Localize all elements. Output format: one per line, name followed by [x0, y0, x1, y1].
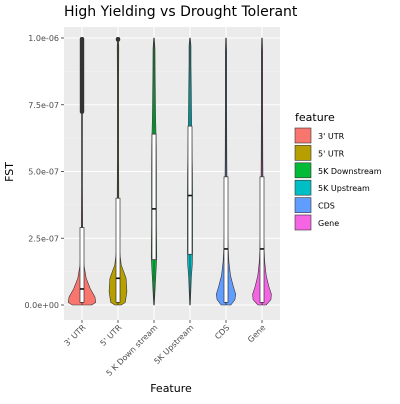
- outlier-points: [79, 37, 85, 114]
- box-iqr: [115, 197, 121, 303]
- violin-3-utr: [67, 37, 97, 306]
- legend-key: [294, 145, 312, 161]
- y-axis: 0.0e+00 2.5e-07 5.0e-07 7.5e-07 1.0e-06: [24, 34, 64, 310]
- legend-label: 5K Upstream: [318, 184, 370, 193]
- y-tick-label: 0.0e+00: [24, 301, 59, 310]
- x-tick-label: 3' UTR: [63, 323, 88, 348]
- box-iqr: [79, 227, 85, 303]
- violin-5k-upstream: [187, 37, 193, 306]
- violin-gene: [252, 37, 272, 306]
- legend-key: [294, 197, 312, 213]
- y-tick-label: 2.5e-07: [28, 234, 59, 243]
- legend-key: [294, 127, 312, 144]
- x-tick-label: 5' UTR: [99, 323, 124, 348]
- y-tick-label: 5.0e-07: [28, 168, 59, 177]
- box-iqr: [151, 133, 157, 260]
- y-tick-label: 7.5e-07: [28, 101, 59, 110]
- x-tick-label: Gene: [246, 323, 267, 344]
- box-iqr: [259, 176, 265, 303]
- legend-label: Gene: [318, 219, 339, 228]
- legend-key: [294, 179, 312, 196]
- plot-panel: [64, 27, 280, 320]
- box-iqr: [187, 125, 193, 255]
- legend: feature 3' UTR 5' UTR 5K Downstream 5K Upst…: [294, 111, 382, 231]
- legend-label: CDS: [318, 202, 335, 211]
- y-tick-label: 1.0e-06: [28, 34, 59, 43]
- legend-label: 3' UTR: [318, 132, 345, 141]
- box-iqr: [223, 176, 229, 303]
- violin-cds: [215, 37, 237, 306]
- violin-5-utr: [108, 37, 128, 306]
- violin-5k-downstream: [150, 37, 158, 306]
- violins: [67, 37, 272, 306]
- outlier-points: [115, 37, 121, 42]
- legend-title: feature: [295, 111, 335, 124]
- chart-title: High Yielding vs Drought Tolerant: [64, 4, 298, 20]
- y-axis-label: FST: [3, 162, 16, 182]
- legend-key: [294, 162, 312, 179]
- x-axis-label: Feature: [150, 382, 192, 395]
- legend-key: [294, 214, 312, 231]
- x-tick-label: CDS: [213, 323, 231, 341]
- legend-label: 5K Downstream: [318, 167, 382, 176]
- legend-label: 5' UTR: [318, 149, 345, 158]
